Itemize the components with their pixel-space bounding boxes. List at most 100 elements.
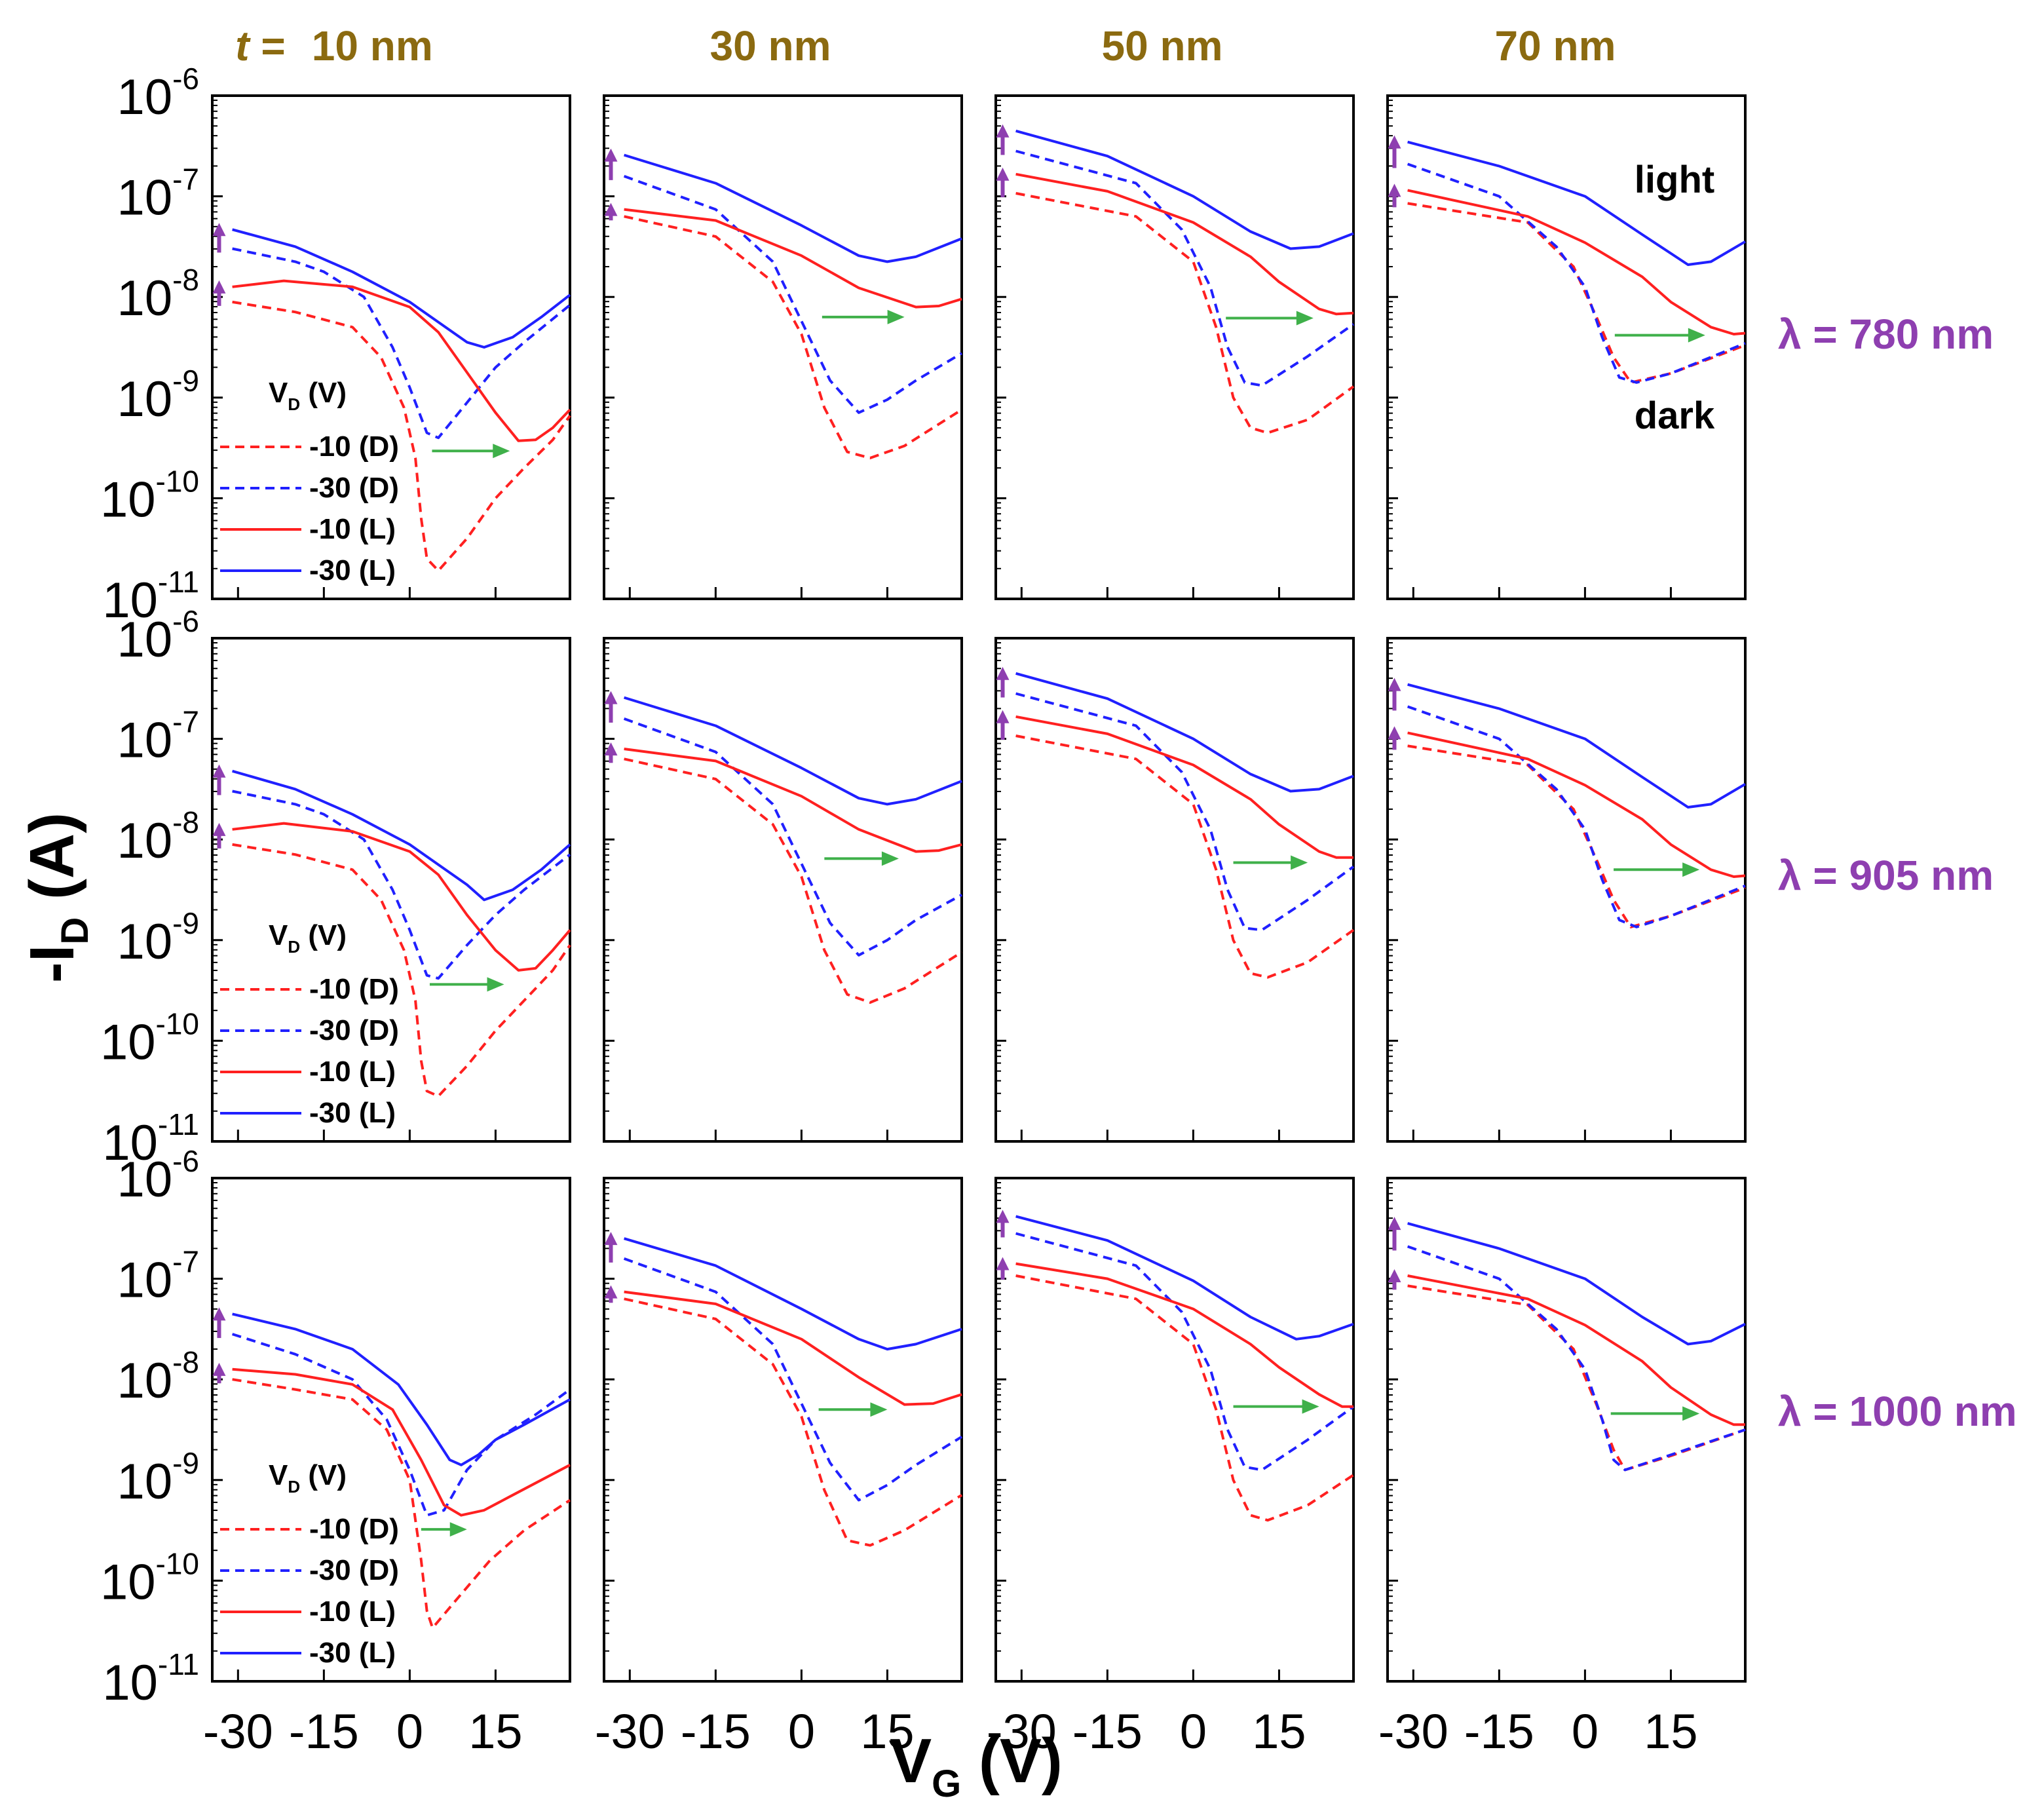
y-tick-label: 10-8 [117, 805, 199, 869]
curve-L10 [1015, 172, 1354, 316]
up-arrow-icon [1388, 726, 1401, 740]
x-axis-label-sub: G [932, 1763, 961, 1805]
y-tick-base: 10 [117, 69, 173, 125]
x-tick-label: -30 [987, 1704, 1057, 1759]
row-label-1000nm: λ = 1000 nm [1778, 1388, 2017, 1435]
panel-r2-c3 [994, 637, 1355, 1143]
y-tick-base: 10 [117, 612, 173, 668]
x-axis-label: VG (V) [890, 1726, 1063, 1805]
up-arrow-icon [604, 742, 618, 755]
y-tick-label: 10-11 [102, 1107, 199, 1171]
x-tick-label: 0 [1180, 1704, 1207, 1759]
y-tick-base: 10 [117, 813, 173, 869]
y-tick-base: 10 [117, 372, 173, 427]
curve-D30 [1015, 692, 1355, 932]
right-arrow-icon [870, 1402, 888, 1417]
curve-D30 [232, 790, 571, 980]
legend-title-main: V [269, 919, 288, 951]
y-tick-label: 10-9 [117, 364, 199, 427]
curve-D10 [232, 300, 571, 572]
legend-entry-label: -30 (L) [309, 1637, 396, 1669]
x-tick-label: 0 [396, 1704, 423, 1759]
curve-L10 [624, 1290, 962, 1406]
panel-r1-c4: light dark [1386, 94, 1747, 600]
x-tick-label: 15 [1252, 1704, 1306, 1759]
right-arrow-icon [1296, 311, 1314, 326]
y-axis-label-sub: D [54, 917, 96, 945]
column-title-30nm: 30 nm [710, 22, 831, 69]
plot-frame [994, 637, 1355, 1143]
legend-entry-label: -10 (D) [309, 973, 399, 1005]
y-tick-base: 10 [117, 1353, 173, 1409]
legend-entry-label: -30 (D) [309, 472, 399, 504]
y-tick-base: 10 [100, 1554, 156, 1610]
plot-frame [211, 1177, 571, 1683]
legend-title: VD (V) [269, 919, 347, 957]
up-arrow-icon [1388, 135, 1401, 149]
y-tick-base: 10 [100, 1014, 156, 1070]
right-arrow-icon [887, 309, 905, 324]
y-tick-label: 10-7 [117, 162, 199, 226]
up-arrow-icon [996, 124, 1010, 138]
y-tick-base: 10 [117, 713, 173, 769]
curve-L30 [232, 1312, 571, 1466]
panel-r3-c3: -30 -15 0 15 [987, 1177, 1355, 1759]
y-tick-exponent: -10 [156, 464, 199, 498]
plot-frame [994, 1177, 1355, 1683]
y-tick-label: 10-10 [100, 1006, 199, 1070]
y-tick-exponent: -6 [172, 1144, 199, 1178]
up-arrow-icon [604, 691, 618, 704]
y-tick-label: 10-11 [102, 565, 199, 628]
y-tick-exponent: -7 [172, 162, 199, 197]
y-tick-exponent: -7 [172, 1245, 199, 1279]
y-tick-exponent: -7 [172, 705, 199, 739]
panel-r3-c2: -30 -15 0 15 [595, 1177, 963, 1759]
x-tick-label: -30 [595, 1704, 665, 1759]
y-tick-base: 10 [117, 914, 173, 970]
y-tick-label: 10-8 [117, 263, 199, 326]
y-tick-label: 10-7 [117, 1245, 199, 1308]
plot-frame [603, 94, 963, 600]
curve-D30 [1407, 1245, 1746, 1472]
y-tick-label: 10-7 [117, 705, 199, 769]
legend-title-sub: D [288, 394, 300, 414]
x-tick-label: -30 [1378, 1704, 1448, 1759]
curve-L30 [1407, 683, 1747, 809]
y-tick-exponent: -9 [172, 364, 199, 398]
curve-L30 [624, 153, 962, 263]
up-arrow-icon [604, 1285, 618, 1299]
x-tick-label: 15 [1644, 1704, 1697, 1759]
up-arrow-icon [212, 1362, 226, 1376]
legend-entry-label: -30 (D) [309, 1014, 399, 1046]
y-tick-label: 10-9 [117, 906, 199, 970]
y-tick-label: 10-11 [102, 1647, 199, 1711]
curve-L10 [1407, 189, 1746, 335]
curve-D10 [1015, 192, 1355, 434]
x-tick-label: -15 [681, 1704, 751, 1759]
legend-entry-label: -30 (D) [309, 1554, 399, 1586]
legend-title: VD (V) [269, 377, 347, 414]
x-tick-label: 0 [1572, 1704, 1599, 1759]
up-arrow-icon [996, 167, 1010, 181]
right-arrow-icon [1682, 1406, 1700, 1421]
x-axis-label-unit: (V) [961, 1726, 1063, 1796]
legend-entry-label: -10 (L) [309, 1056, 396, 1088]
up-arrow-icon [604, 148, 618, 162]
x-tick-label: -15 [1072, 1704, 1143, 1759]
plot-frame [211, 637, 571, 1143]
plot-frame [211, 94, 571, 600]
legend-entry-label: -30 (L) [309, 1097, 396, 1129]
right-arrow-icon [493, 444, 510, 459]
up-arrow-icon [996, 666, 1010, 680]
up-arrow-icon [1388, 1217, 1401, 1231]
x-tick-label: -30 [203, 1704, 273, 1759]
curve-L30 [1015, 129, 1354, 250]
curve-L10 [232, 279, 571, 442]
legend-title-sub: D [288, 1477, 300, 1497]
curve-D10 [232, 843, 571, 1097]
up-arrow-icon [1388, 1269, 1401, 1282]
up-arrow-icon [212, 822, 226, 836]
y-tick-label: 10-6 [117, 62, 199, 125]
legend: VD (V) -10 (D) -30 (D) -10 (L) -30 (L) [220, 919, 399, 1129]
